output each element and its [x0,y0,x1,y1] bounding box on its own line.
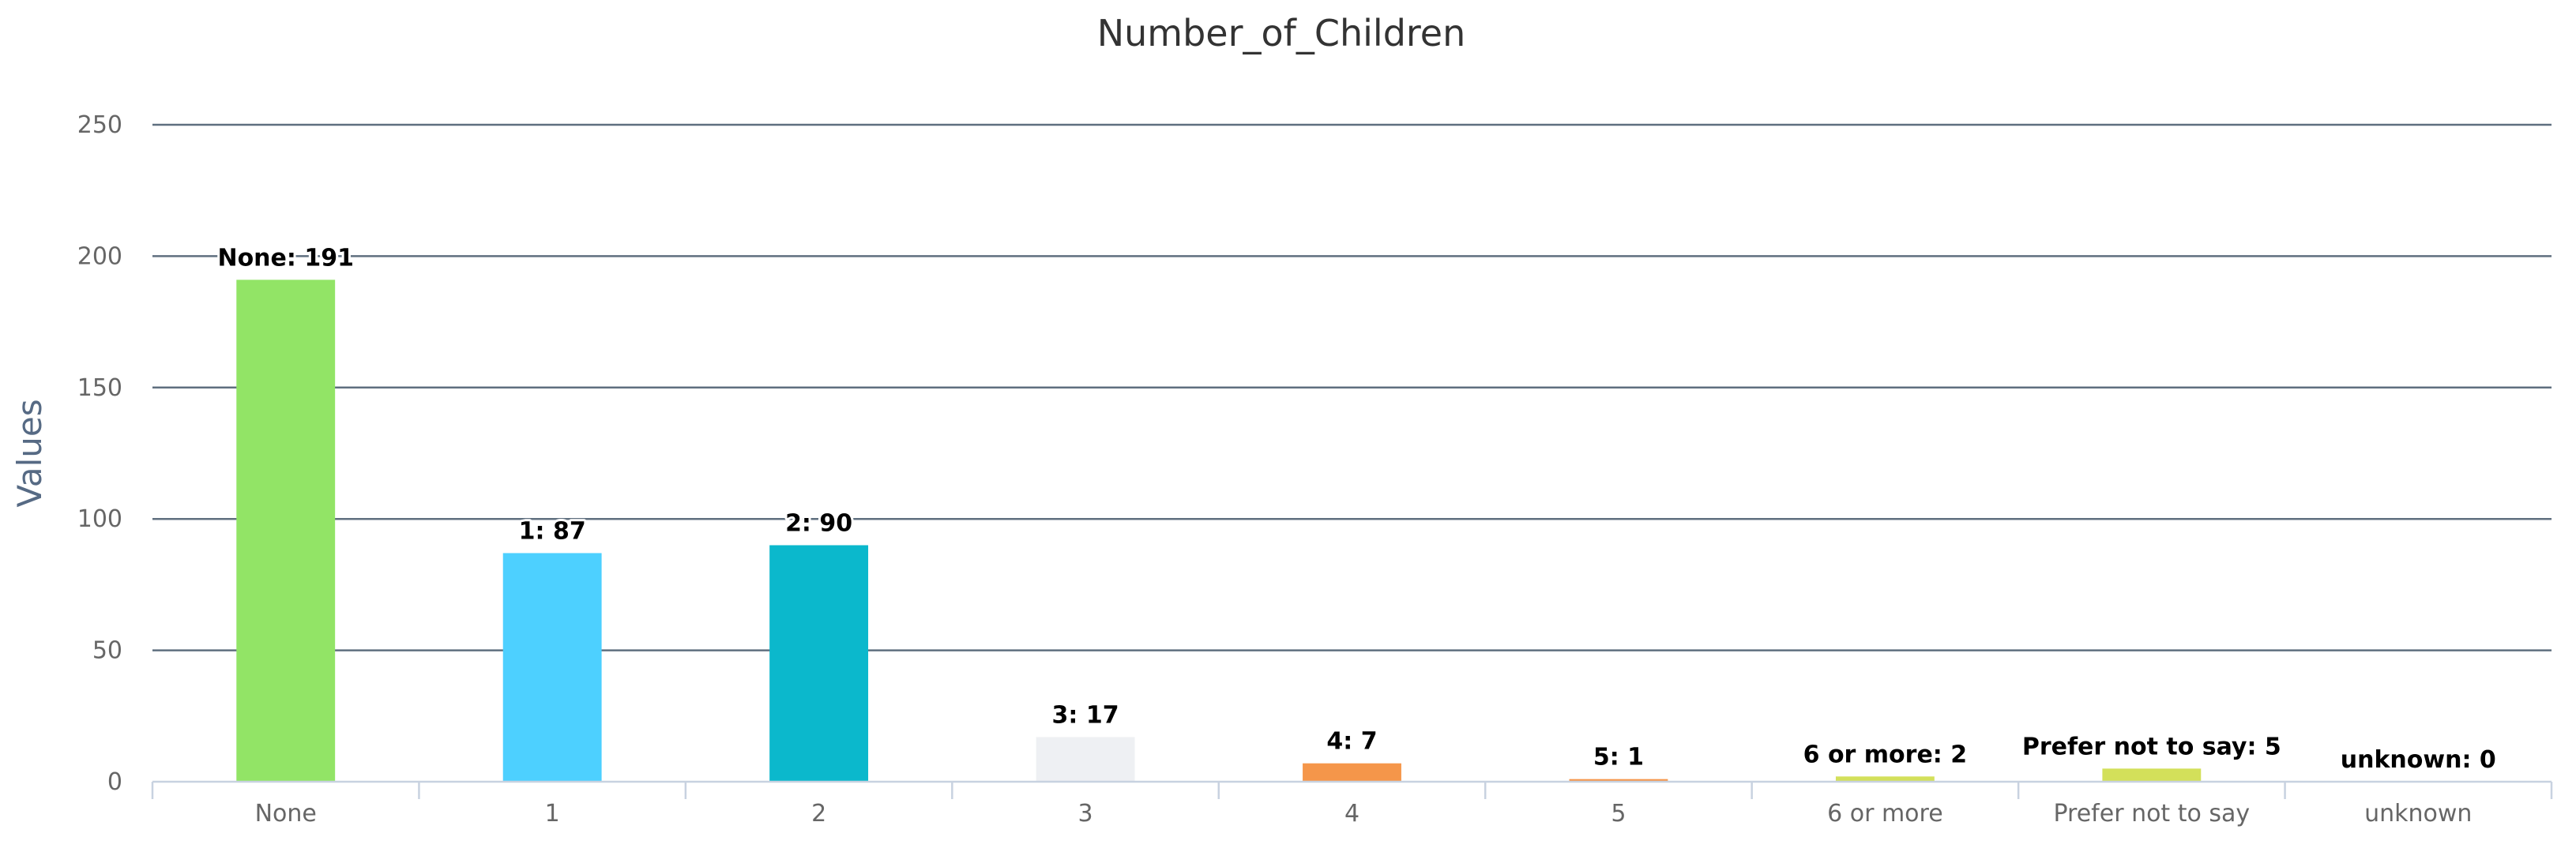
y-tick-label: 0 [107,768,122,796]
bars [236,280,2202,782]
data-labels: None: 191 1: 87 2: 90 3: 17 4: 7 5: 1 6 or mor… [215,242,2498,776]
y-axis-label: Values [10,399,49,507]
chart-title: Number_of_Children [1097,12,1466,54]
data-label: 6 or more: 2 [1803,741,1968,768]
data-label: 1: 87 [519,517,586,545]
y-axis-ticks: 0 50 100 150 200 250 [77,111,122,796]
data-label: None: 191 [217,244,354,272]
x-tick-label: 5 [1611,800,1626,828]
x-tick-label: None [255,800,317,828]
y-tick-label: 50 [92,637,122,665]
bar [1835,776,1935,782]
y-tick-label: 150 [77,374,122,402]
data-label: 4: 7 [1326,728,1377,756]
data-label: Prefer not to say: 5 [2022,733,2281,760]
bar [236,280,336,782]
y-tick-label: 200 [77,242,122,270]
x-tick-label: 6 or more [1827,800,1943,828]
bar [2102,768,2202,782]
y-tick-label: 100 [77,505,122,533]
grid-lines [152,123,2552,651]
x-tick-label: unknown [2364,800,2472,828]
data-label: 3: 17 [1052,701,1119,729]
x-tick-label: 1 [545,800,560,828]
data-label: unknown: 0 [2341,746,2496,774]
bar [502,553,602,782]
x-tick-label: Prefer not to say [2053,800,2250,828]
x-tick-label: 4 [1344,800,1359,828]
bar [769,545,869,782]
x-axis: None 1 2 3 4 5 6 or more Prefer not to say unkno… [151,780,2553,828]
x-tick-label: 3 [1078,800,1093,828]
y-tick-label: 250 [77,111,122,139]
bar [1569,779,1668,782]
data-label: 5: 1 [1593,744,1644,771]
data-label: 2: 90 [785,509,852,537]
x-tick-label: 2 [811,800,826,828]
bar [1303,763,1401,782]
bar [1036,737,1135,782]
